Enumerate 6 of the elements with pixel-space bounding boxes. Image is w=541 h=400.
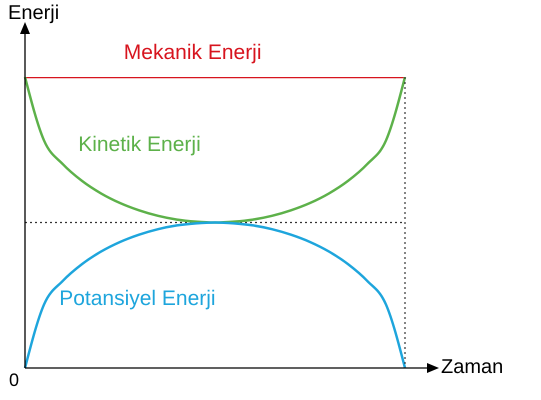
series-label: Potansiyel Enerji — [59, 287, 216, 311]
series-label: Kinetik Enerji — [78, 133, 201, 157]
y-axis-title: Enerji — [8, 2, 60, 25]
text: 0 — [9, 370, 20, 391]
series-label: Mekanik Enerji — [124, 41, 262, 65]
x-axis-title: Zaman — [441, 356, 504, 379]
